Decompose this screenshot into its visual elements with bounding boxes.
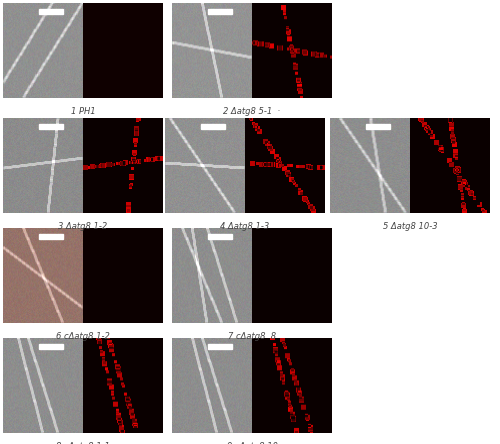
Text: 7 cΔatg8  8: 7 cΔatg8 8 (228, 332, 276, 341)
Text: 2 Δatg8 5-1  ·: 2 Δatg8 5-1 · (224, 107, 280, 116)
Bar (39, 9, 63, 14)
Bar (208, 234, 232, 239)
Text: 1 PH1: 1 PH1 (70, 107, 96, 116)
Text: 3 Δatg8 1-2: 3 Δatg8 1-2 (58, 222, 108, 231)
Bar (366, 124, 390, 129)
Bar (208, 9, 232, 14)
Text: 6 cΔatg8 1-2: 6 cΔatg8 1-2 (56, 332, 110, 341)
Text: 4 Δatg8 1-3: 4 Δatg8 1-3 (220, 222, 270, 231)
Bar (39, 344, 63, 349)
Bar (201, 124, 225, 129)
Text: 5 Δatg8 10-3: 5 Δatg8 10-3 (382, 222, 438, 231)
Text: 9 cΔatg8 10: 9 cΔatg8 10 (226, 442, 278, 444)
Bar (39, 234, 63, 239)
Text: 8 cΔatg8 1-1: 8 cΔatg8 1-1 (56, 442, 110, 444)
Bar (208, 344, 232, 349)
Bar (39, 124, 63, 129)
